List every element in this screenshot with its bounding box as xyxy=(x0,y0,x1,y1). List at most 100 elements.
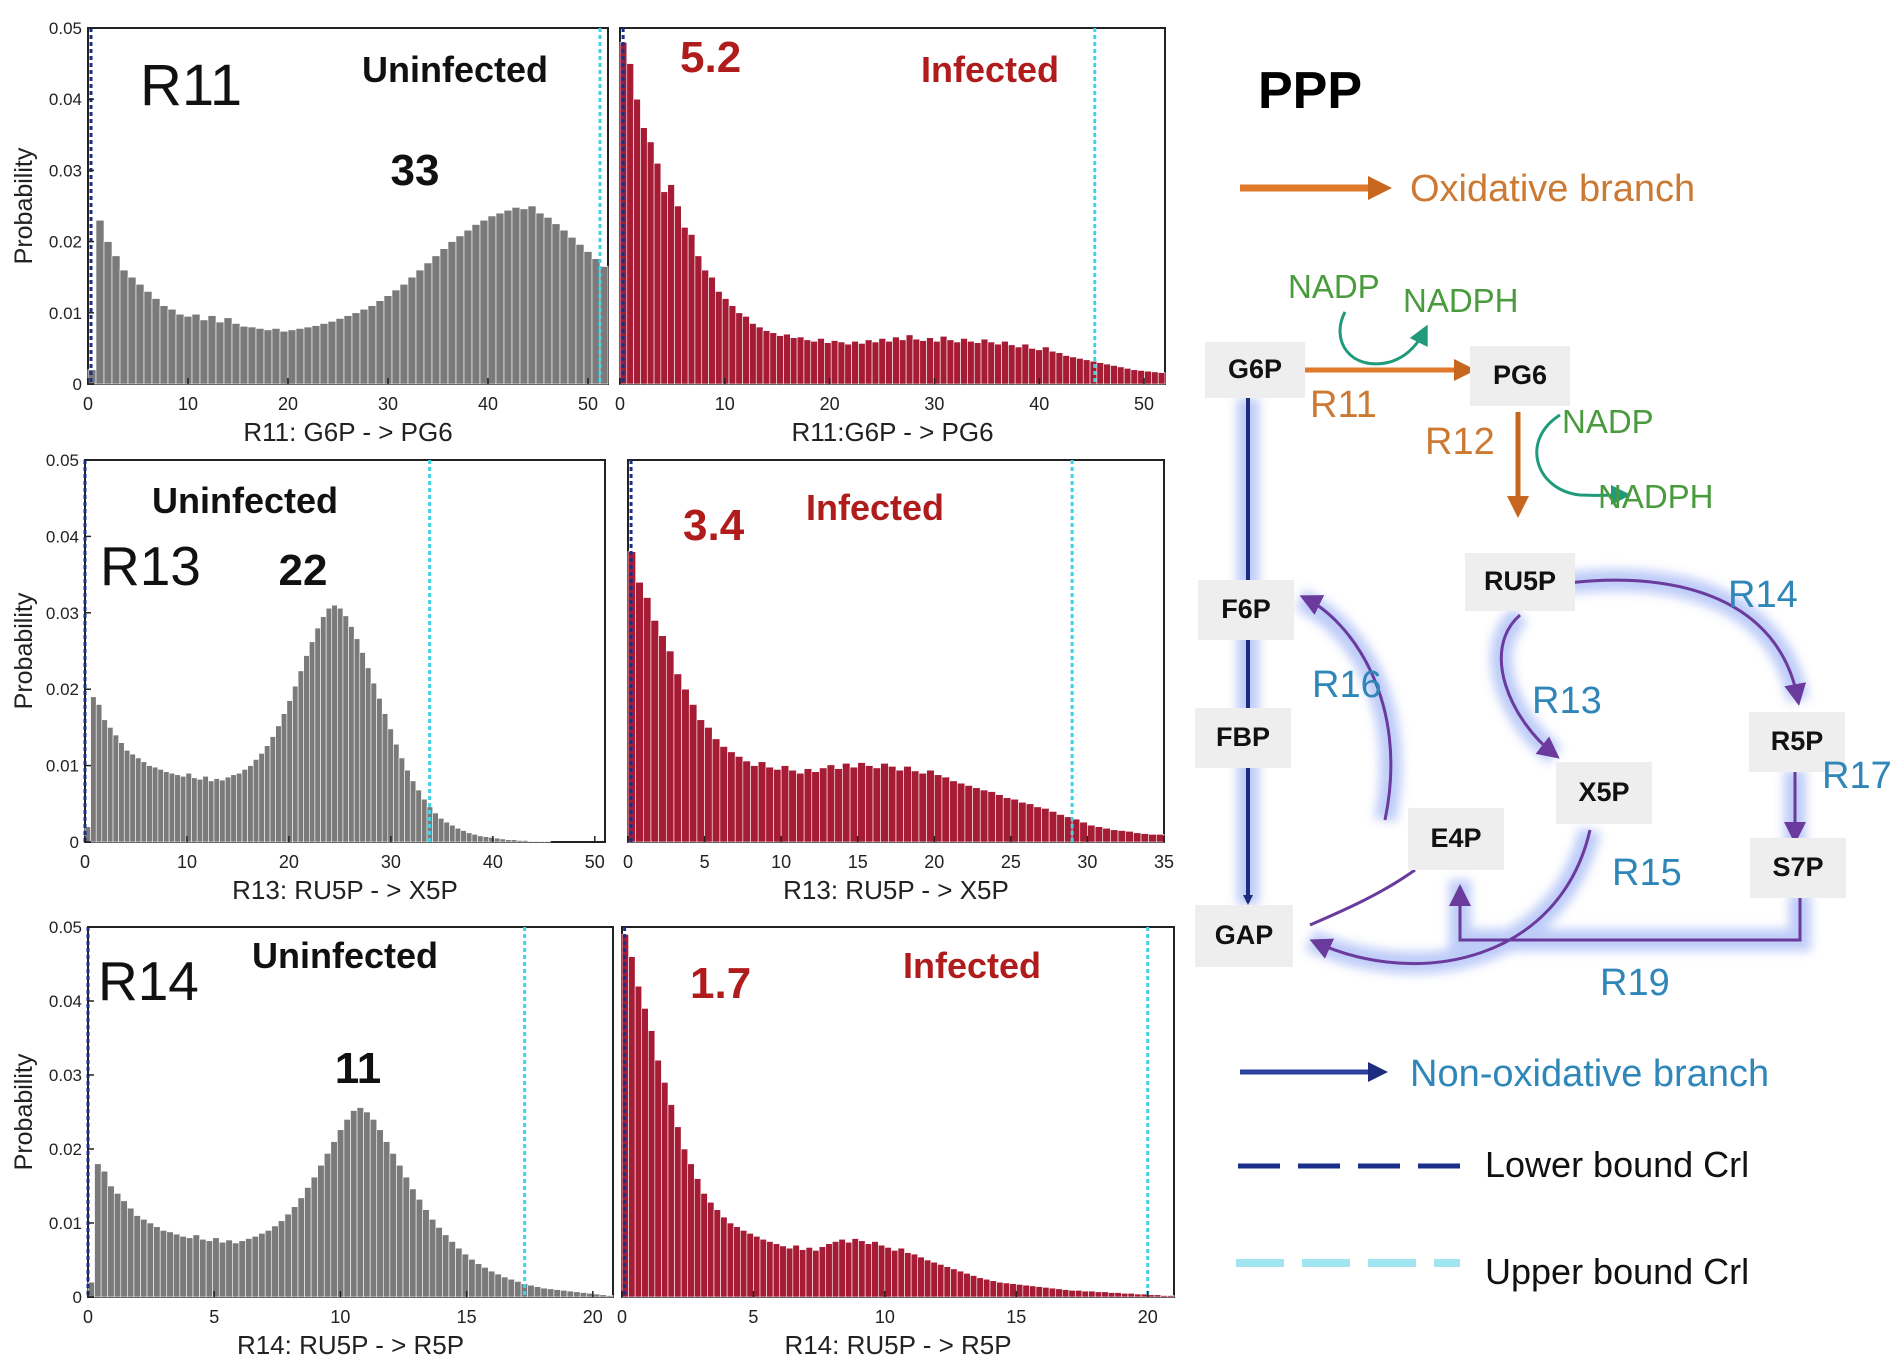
x-tick-label: 10 xyxy=(330,1307,350,1327)
x-tick-label: 30 xyxy=(1077,852,1097,872)
svg-text:FBP: FBP xyxy=(1216,722,1270,752)
x-tick-label: 0 xyxy=(623,852,633,872)
condition-label: Infected xyxy=(921,49,1059,90)
node-f6p: F6P xyxy=(1198,580,1294,640)
y-tick-label: 0.01 xyxy=(46,757,79,776)
x-tick-label: 35 xyxy=(1154,852,1174,872)
x-tick-label: 10 xyxy=(715,394,735,414)
condition-label: Uninfected xyxy=(362,49,548,90)
histogram-R11-infected: 0 10 20 30 40 50 R11:G6P - > PG6 Infected 5.2 xyxy=(615,27,1166,447)
mode-annotation: 5.2 xyxy=(680,33,741,82)
y-tick-label: 0 xyxy=(73,1288,82,1307)
y-tick-label: 0.02 xyxy=(49,233,82,252)
histogram-R11-uninfected: 0 10 20 30 40 50 0 0.01 0.02 0.03 0.04 0.05 Probabil… xyxy=(10,19,609,447)
reaction-label: R13 xyxy=(100,535,201,597)
x-tick-label: 25 xyxy=(1001,852,1021,872)
legend-non-oxidative-arrowhead xyxy=(1368,1062,1388,1082)
legend-upper-bound-label: Upper bound Crl xyxy=(1485,1251,1749,1292)
node-fbp: FBP xyxy=(1195,708,1291,768)
y-tick-label: 0.04 xyxy=(46,527,79,546)
x-tick-label: 50 xyxy=(578,394,598,414)
x-tick-label: 0 xyxy=(83,1307,93,1327)
x-tick-label: 50 xyxy=(585,852,605,872)
reaction-label-r16: R16 xyxy=(1312,664,1382,706)
y-axis-label: Probability xyxy=(10,592,38,709)
x-tick-label: 40 xyxy=(483,852,503,872)
node-x5p: X5P xyxy=(1556,762,1652,824)
legend-upper-bound: Upper bound Crl xyxy=(1236,1251,1749,1292)
oxidative-edges xyxy=(1305,359,1529,518)
histogram-bar xyxy=(1167,1295,1175,1298)
node-s7p: S7P xyxy=(1750,838,1846,898)
x-tick-label: 15 xyxy=(1006,1307,1026,1327)
reaction-label-r19: R19 xyxy=(1600,962,1670,1004)
x-tick-label: 10 xyxy=(875,1307,895,1327)
y-tick-label: 0.03 xyxy=(49,1066,82,1085)
x-tick-label: 20 xyxy=(278,394,298,414)
y-tick-label: 0.05 xyxy=(46,451,79,470)
y-tick-label: 0.02 xyxy=(46,680,79,699)
x-axis-label: R11:G6P - > PG6 xyxy=(791,417,993,447)
y-tick-label: 0.03 xyxy=(46,604,79,623)
x-tick-label: 30 xyxy=(378,394,398,414)
x-tick-label: 15 xyxy=(848,852,868,872)
legend-oxidative-label: Oxidative branch xyxy=(1410,168,1695,210)
pathway-title: PPP xyxy=(1258,62,1362,120)
x-tick-label: 20 xyxy=(924,852,944,872)
cofactor-curve-r12 xyxy=(1535,413,1631,506)
x-tick-label: 10 xyxy=(178,394,198,414)
x-tick-label: 5 xyxy=(748,1307,758,1327)
legend-oxidative: Oxidative branch xyxy=(1240,168,1695,210)
x-tick-label: 40 xyxy=(1029,394,1049,414)
y-tick-label: 0.02 xyxy=(49,1140,82,1159)
mode-annotation: 33 xyxy=(391,146,440,195)
histogram-R14-infected: 0 5 10 15 20 R14: RU5P - > R5P Infected 1.7 xyxy=(617,926,1175,1360)
node-ru5p: RU5P xyxy=(1465,553,1575,611)
y-tick-label: 0.01 xyxy=(49,304,82,323)
x-tick-label: 0 xyxy=(617,1307,627,1327)
cofactor-curve-r11 xyxy=(1338,311,1428,366)
edge-e4p-gap xyxy=(1309,868,1416,927)
node-r5p: R5P xyxy=(1749,712,1845,772)
edge-x5p-gap xyxy=(1309,829,1592,966)
node-e4p: E4P xyxy=(1408,808,1504,870)
cofactor-nadp-r11: NADP xyxy=(1288,268,1380,305)
x-tick-label: 5 xyxy=(700,852,710,872)
y-tick-label: 0.05 xyxy=(49,19,82,38)
histogram-bar xyxy=(1157,372,1166,385)
svg-text:GAP: GAP xyxy=(1215,920,1274,950)
legend-lower-bound: Lower bound Crl xyxy=(1238,1144,1749,1185)
y-tick-label: 0.04 xyxy=(49,992,82,1011)
node-pg6: PG6 xyxy=(1470,346,1570,406)
x-tick-label: 10 xyxy=(771,852,791,872)
x-tick-label: 20 xyxy=(583,1307,603,1327)
histogram-R13-infected: 0 5 10 15 20 25 30 35 R13: RU5P - > X5P Infected 3… xyxy=(623,459,1174,905)
svg-text:F6P: F6P xyxy=(1221,594,1271,624)
svg-text:PG6: PG6 xyxy=(1493,360,1547,390)
x-tick-label: 40 xyxy=(478,394,498,414)
x-tick-label: 20 xyxy=(1138,1307,1158,1327)
edge-ru5p-x5p xyxy=(1499,613,1560,759)
x-axis-label: R13: RU5P - > X5P xyxy=(783,875,1009,905)
y-tick-label: 0.05 xyxy=(49,918,82,937)
cofactor-nadph-r11: NADPH xyxy=(1403,282,1519,319)
legend-non-oxidative-label: Non-oxidative branch xyxy=(1410,1053,1769,1095)
node-gap: GAP xyxy=(1195,905,1293,967)
x-tick-label: 5 xyxy=(209,1307,219,1327)
reaction-label-r12: R12 xyxy=(1425,421,1495,463)
x-tick-label: 10 xyxy=(177,852,197,872)
svg-text:G6P: G6P xyxy=(1228,354,1282,384)
y-tick-label: 0 xyxy=(70,833,79,852)
edge-ru5p-r5p xyxy=(1567,578,1806,706)
x-tick-label: 30 xyxy=(924,394,944,414)
histogram-bar xyxy=(544,840,551,843)
cofactor-nadp-r12: NADP xyxy=(1562,403,1654,440)
x-tick-label: 30 xyxy=(381,852,401,872)
x-tick-label: 0 xyxy=(615,394,625,414)
y-tick-label: 0 xyxy=(73,375,82,394)
x-tick-label: 50 xyxy=(1134,394,1154,414)
reaction-label: R11 xyxy=(140,53,242,118)
node-g6p: G6P xyxy=(1205,342,1305,398)
svg-text:E4P: E4P xyxy=(1430,823,1481,853)
